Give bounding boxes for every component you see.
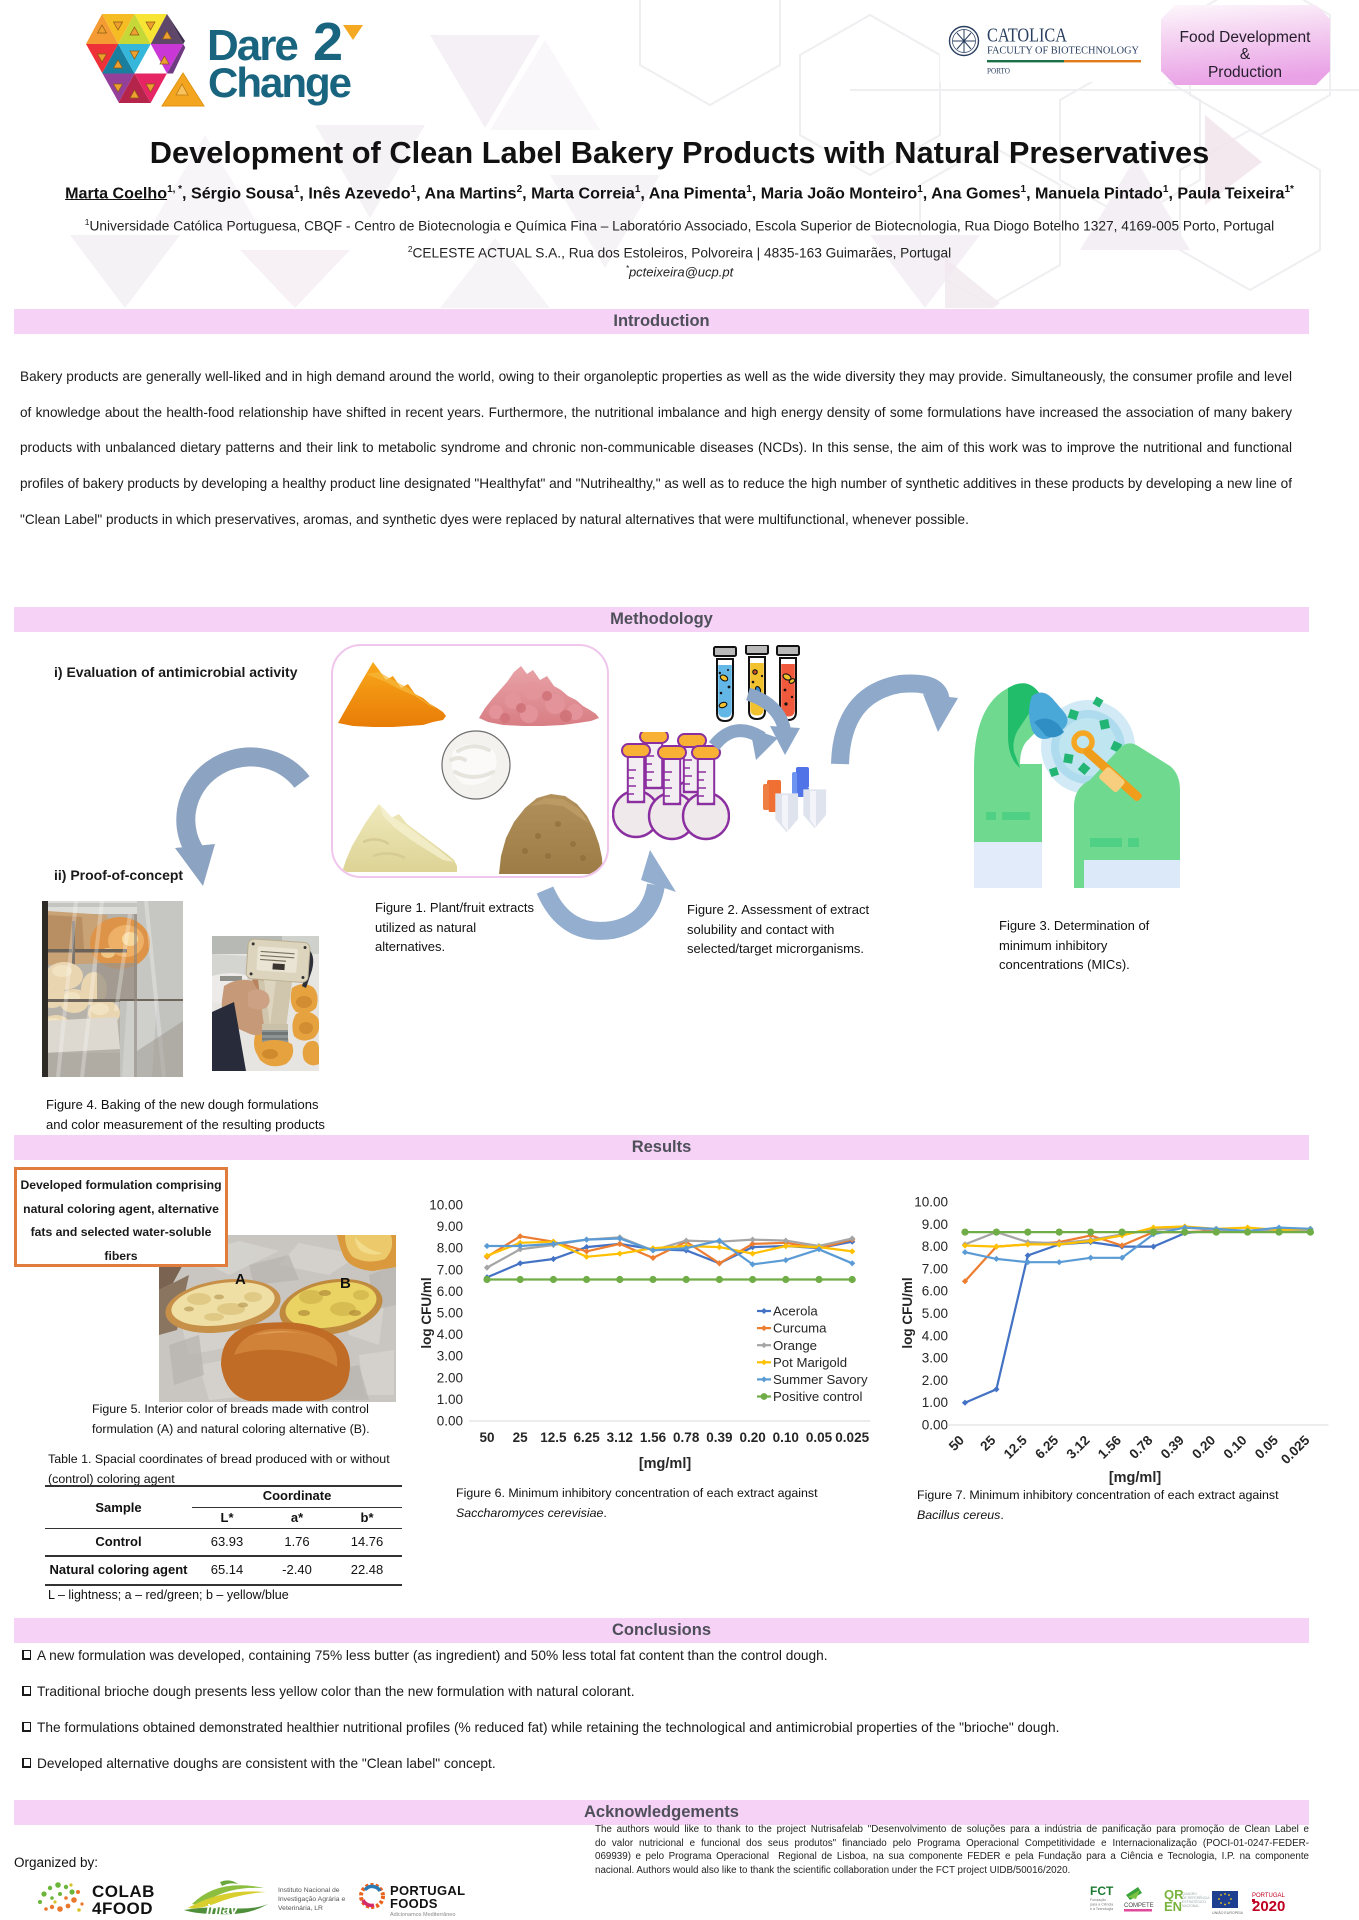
svg-text:25: 25	[513, 1430, 529, 1445]
svg-text:3.00: 3.00	[437, 1349, 463, 1364]
svg-text:Acerola: Acerola	[773, 1304, 818, 1319]
svg-text:3.12: 3.12	[607, 1430, 633, 1445]
svg-text:0.05: 0.05	[1252, 1432, 1282, 1462]
svg-text:0.00: 0.00	[922, 1418, 948, 1433]
svg-text:7.00: 7.00	[437, 1262, 463, 1277]
svg-text:A: A	[235, 1271, 246, 1288]
svg-text:Production: Production	[1208, 64, 1282, 81]
svg-text:2.00: 2.00	[437, 1370, 463, 1385]
svg-text:2: 2	[313, 12, 341, 72]
svg-text:Summer Savory: Summer Savory	[773, 1372, 868, 1387]
svg-text:log CFU/ml: log CFU/ml	[419, 1277, 434, 1348]
svg-text:12.5: 12.5	[1001, 1432, 1031, 1462]
svg-text:Instituto Nacional de: Instituto Nacional de	[278, 1887, 340, 1894]
svg-text:Curcuma: Curcuma	[773, 1321, 827, 1336]
svg-text:0.78: 0.78	[1126, 1432, 1156, 1462]
svg-text:8.00: 8.00	[922, 1239, 948, 1254]
svg-text:2.00: 2.00	[922, 1373, 948, 1388]
svg-text:Food Development: Food Development	[1180, 29, 1312, 46]
svg-text:[mg/ml]: [mg/ml]	[639, 1456, 692, 1472]
svg-text:QUADRO: QUADRO	[1182, 1892, 1197, 1896]
svg-text:1.56: 1.56	[1095, 1432, 1125, 1462]
svg-text:10.00: 10.00	[429, 1198, 463, 1213]
svg-text:Investigação Agrária e: Investigação Agrária e	[278, 1896, 345, 1903]
svg-text:PORTO: PORTO	[987, 67, 1010, 76]
svg-text:Change: Change	[208, 59, 351, 106]
svg-text:e a Tecnologia: e a Tecnologia	[1090, 1907, 1113, 1911]
svg-text:3.12: 3.12	[1064, 1433, 1093, 1462]
svg-text:&: &	[1240, 46, 1251, 63]
svg-text:0.39: 0.39	[1158, 1433, 1187, 1462]
svg-text:6.00: 6.00	[437, 1284, 463, 1299]
svg-text:1.56: 1.56	[640, 1430, 667, 1445]
svg-text:QR: QR	[1164, 1887, 1184, 1902]
svg-text:ESTRATÉGICO: ESTRATÉGICO	[1182, 1899, 1206, 1904]
svg-text:9.00: 9.00	[922, 1217, 948, 1232]
svg-text:Adicionamos Mediterrâneo: Adicionamos Mediterrâneo	[390, 1912, 455, 1918]
svg-text:iniav: iniav	[206, 1901, 239, 1917]
svg-text:PORTUGAL: PORTUGAL	[1252, 1893, 1286, 1899]
svg-text:0.78: 0.78	[673, 1430, 700, 1445]
svg-text:COMPETE: COMPETE	[1124, 1903, 1154, 1909]
svg-text:25: 25	[977, 1432, 999, 1454]
svg-text:Orange: Orange	[773, 1338, 817, 1353]
svg-text:DE REFERÊNCIA: DE REFERÊNCIA	[1182, 1895, 1210, 1900]
svg-text:0.39: 0.39	[706, 1430, 732, 1445]
svg-text:EN: EN	[1164, 1899, 1182, 1914]
svg-text:5.00: 5.00	[437, 1306, 463, 1321]
svg-text:Pot Marigold: Pot Marigold	[773, 1355, 847, 1370]
svg-text:0.025: 0.025	[835, 1430, 869, 1445]
svg-text:6.25: 6.25	[1032, 1432, 1062, 1462]
svg-text:9.00: 9.00	[437, 1219, 463, 1234]
svg-text:2020: 2020	[1252, 1898, 1285, 1915]
svg-text:6.25: 6.25	[573, 1430, 600, 1445]
svg-text:4FOOD: 4FOOD	[92, 1899, 153, 1918]
svg-text:FACULTY OF BIOTECHNOLOGY: FACULTY OF BIOTECHNOLOGY	[987, 45, 1139, 57]
svg-text:6.00: 6.00	[922, 1284, 948, 1299]
svg-text:log CFU/ml: log CFU/ml	[900, 1277, 915, 1348]
svg-text:Positive control: Positive control	[773, 1389, 862, 1404]
svg-text:4.00: 4.00	[922, 1328, 948, 1343]
svg-text:Fundação: Fundação	[1090, 1898, 1106, 1902]
svg-text:0.025: 0.025	[1278, 1432, 1313, 1467]
svg-text:0.20: 0.20	[739, 1430, 765, 1445]
svg-text:3.00: 3.00	[922, 1351, 948, 1366]
svg-text:0.20: 0.20	[1189, 1433, 1218, 1462]
svg-text:PORTUGAL: PORTUGAL	[390, 1883, 465, 1898]
svg-text:FOODS: FOODS	[390, 1896, 438, 1911]
svg-text:8.00: 8.00	[437, 1241, 463, 1256]
svg-text:0.10: 0.10	[773, 1430, 799, 1445]
svg-text:12.5: 12.5	[540, 1430, 567, 1445]
svg-text:50: 50	[946, 1433, 967, 1454]
svg-text:1.00: 1.00	[922, 1395, 948, 1410]
svg-text:B: B	[340, 1275, 351, 1292]
svg-text:50: 50	[479, 1430, 494, 1445]
svg-text:CATOLICA: CATOLICA	[987, 25, 1067, 47]
svg-text:10.00: 10.00	[914, 1195, 948, 1210]
svg-text:0.00: 0.00	[437, 1414, 463, 1429]
svg-text:1.00: 1.00	[437, 1392, 463, 1407]
svg-text:Veterinária, LR: Veterinária, LR	[278, 1905, 323, 1912]
svg-text:7.00: 7.00	[922, 1261, 948, 1276]
svg-text:FCT: FCT	[1090, 1884, 1114, 1898]
svg-text:[mg/ml]: [mg/ml]	[1109, 1470, 1162, 1486]
svg-text:NACIONAL: NACIONAL	[1182, 1904, 1199, 1908]
svg-text:0.10: 0.10	[1221, 1433, 1250, 1462]
svg-text:para a Ciência: para a Ciência	[1090, 1903, 1113, 1907]
svg-text:COLAB: COLAB	[92, 1882, 155, 1901]
svg-text:5.00: 5.00	[922, 1306, 948, 1321]
svg-text:0.05: 0.05	[806, 1430, 833, 1445]
svg-text:Dare: Dare	[207, 21, 297, 70]
svg-text:4.00: 4.00	[437, 1327, 463, 1342]
svg-text:UNIÃO EUROPEIA: UNIÃO EUROPEIA	[1212, 1910, 1244, 1915]
